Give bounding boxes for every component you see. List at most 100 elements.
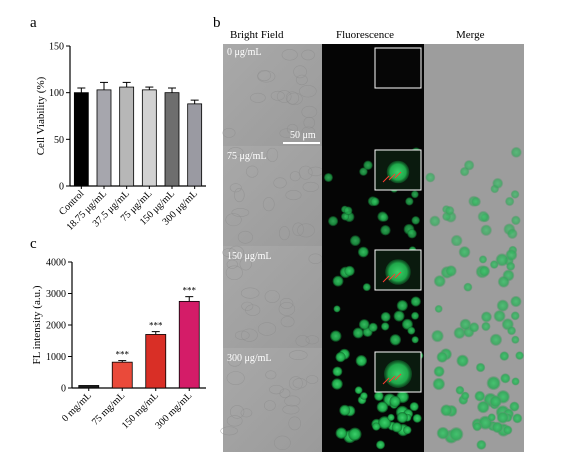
fl-y-tick-label: 0 (61, 384, 66, 395)
bright-field-cell (226, 371, 245, 386)
merge-cell (504, 196, 515, 207)
fluorescent-cell (359, 167, 368, 176)
merge-cell (496, 411, 509, 424)
bright-field-cell (226, 415, 243, 427)
bright-field-cell (288, 376, 303, 391)
bright-field-cell (257, 322, 277, 336)
merge-cell (510, 295, 522, 308)
viability-y-tick-label: 150 (49, 42, 64, 53)
bright-field-cell (229, 183, 242, 193)
merge-image (424, 44, 524, 146)
bright-field-cell (234, 330, 250, 340)
column-header-bright-field: Bright Field (230, 29, 284, 41)
bright-field-cell (225, 265, 243, 280)
viability-bar (187, 103, 203, 187)
viability-y-tick-label: 0 (59, 182, 64, 193)
microscopy-grid: 0 μg/mL 75 μg/mL 150 μg/mL 300 μg/mL 50 μm (220, 44, 524, 452)
bright-field-cell (246, 165, 259, 178)
bright-field-cell (240, 408, 253, 418)
row-label: 0 μg/mL (227, 47, 262, 58)
merge-cell (512, 413, 523, 424)
viability-y-tick-label: 50 (54, 135, 64, 146)
bright-field-cell (280, 316, 295, 328)
bright-field-cell (262, 197, 275, 212)
bright-field-cell (240, 328, 258, 342)
merge-cell (434, 304, 443, 313)
zoom-inset-cell (386, 160, 410, 184)
merge-cell (489, 260, 499, 269)
merge-cell (436, 351, 448, 363)
bright-field-cell (301, 49, 315, 61)
fl-intensity-chart: 0 1000 2000 3000 4000 FL intensity (a.u.) 0 mg… (31, 258, 206, 431)
merge-cell (444, 205, 455, 216)
fl-significance-label: *** (183, 286, 197, 296)
merge-cell (489, 395, 502, 408)
bright-field-cell (257, 69, 272, 82)
arrow-indicator (394, 373, 402, 381)
merge-cell (460, 391, 470, 401)
merge-cell (472, 421, 482, 432)
merge-cell (463, 282, 473, 292)
fluorescent-cell (335, 351, 346, 363)
fl-y-axis-label: FL intensity (a.u.) (31, 285, 43, 364)
merge-cell (478, 255, 488, 264)
bright-field-cell (229, 405, 245, 419)
merge-cell (502, 425, 513, 435)
bright-field-cell (250, 92, 266, 103)
viability-bar (119, 86, 135, 187)
zoom-inset-cell (384, 360, 412, 388)
merge-cell (489, 333, 503, 346)
fluorescent-cell (409, 401, 419, 412)
merge-cell (480, 224, 492, 237)
merge-cell (433, 275, 446, 288)
fluorescent-cell (349, 235, 361, 247)
fluorescent-cell (381, 322, 390, 331)
fluorescent-cell (410, 296, 421, 307)
merge-cell (463, 160, 475, 171)
column-header-merge: Merge (456, 29, 485, 41)
merge-cell (477, 400, 490, 414)
fluorescent-cell (368, 322, 378, 333)
merge-cell (510, 311, 520, 321)
fluorescent-cell (332, 366, 343, 377)
panel-a-letter: a (30, 15, 37, 31)
merge-cell (431, 329, 444, 343)
merge-cell (453, 326, 466, 339)
fluorescent-cell (389, 395, 401, 408)
viability-bar (141, 89, 157, 187)
bright-field-cell (295, 335, 310, 347)
merge-cell (510, 189, 520, 199)
bright-field-cell (269, 384, 284, 395)
merge-cell (458, 246, 471, 258)
bright-field-cell (237, 230, 253, 244)
merge-cell (511, 377, 520, 386)
fluorescent-cell (396, 412, 408, 424)
fluorescent-cell (376, 401, 389, 413)
fluorescent-cell (339, 404, 351, 416)
merge-cell (480, 311, 492, 323)
fluorescent-cell (396, 300, 408, 312)
bright-field-cell (264, 400, 276, 411)
fl-x-tick-label: 300 mg/mL (153, 390, 194, 431)
merge-cell (500, 373, 511, 384)
bright-field-cell (231, 208, 250, 217)
fluorescent-cell (332, 275, 344, 287)
merge-cell (493, 309, 506, 323)
bright-field-cell (222, 127, 236, 138)
fluorescent-cell (335, 427, 348, 439)
fl-bar (78, 385, 100, 389)
merge-cell (429, 215, 441, 227)
merge-cell (510, 146, 522, 158)
merge-cell (476, 439, 487, 450)
fluorescent-cell (355, 355, 368, 367)
fluorescent-cell (348, 427, 362, 441)
bright-field-image (223, 348, 322, 452)
bright-field-cell (273, 435, 291, 450)
bright-field-cell (245, 304, 261, 316)
merge-cell (511, 215, 521, 226)
bright-field-cell (293, 65, 307, 79)
fluorescent-cell (411, 190, 419, 199)
bright-field-cell (282, 404, 300, 415)
merge-cell (507, 326, 517, 336)
